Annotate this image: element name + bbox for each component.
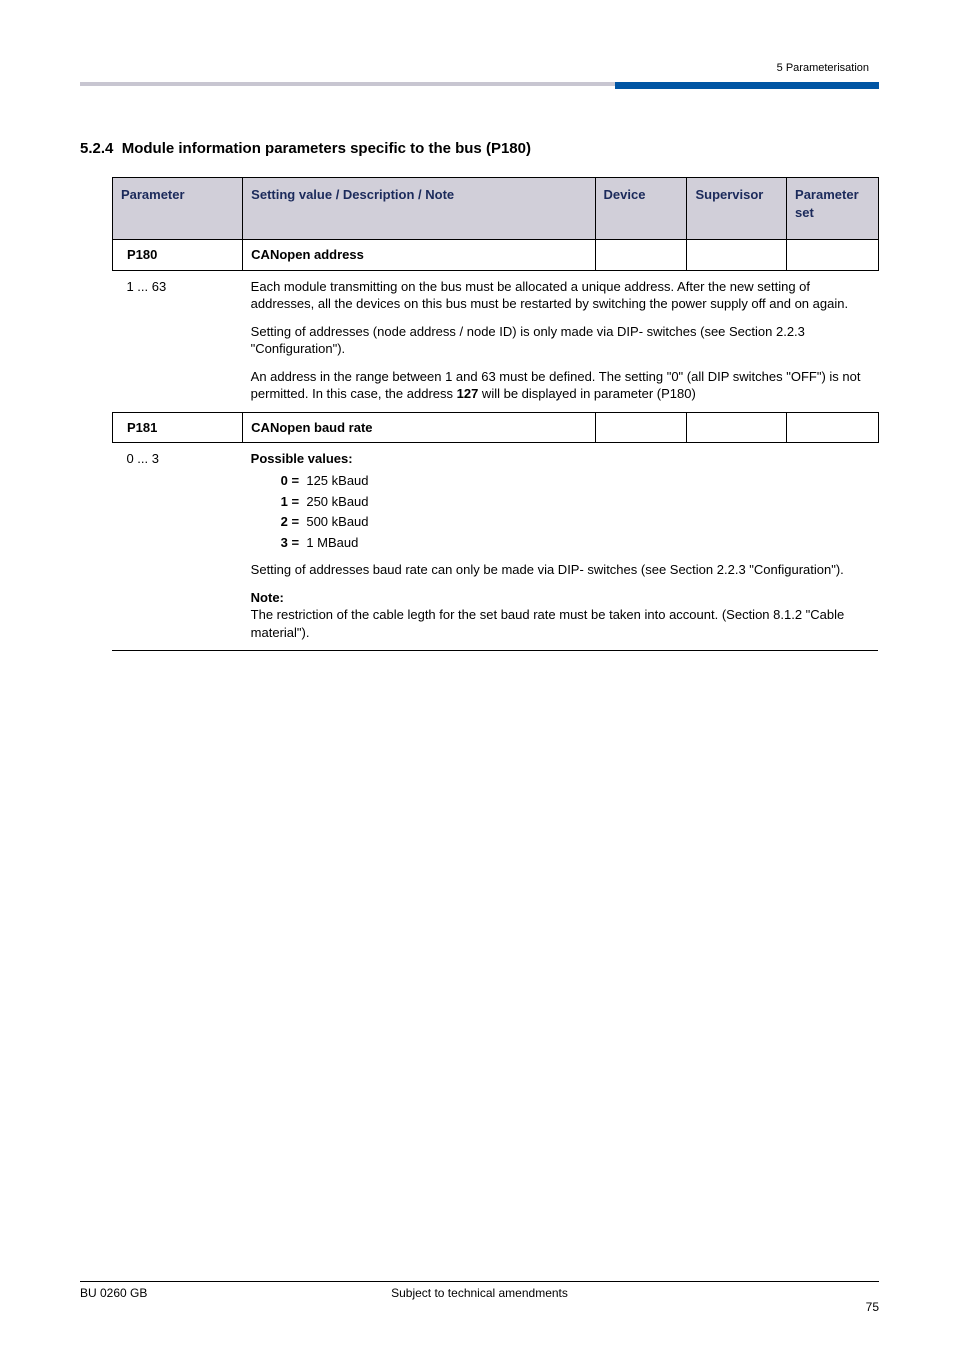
- content-area: 5.2.4 Module information parameters spec…: [80, 140, 879, 651]
- p181-val-2-key: 2 =: [281, 514, 299, 529]
- p180-para-2: An address in the range between 1 and 63…: [251, 368, 871, 403]
- col-setting: Setting value / Description / Note: [243, 178, 595, 240]
- divider-grey: [80, 82, 615, 86]
- p181-para-0: Setting of addresses baud rate can only …: [251, 561, 871, 579]
- p181-val-1-val: 250 kBaud: [306, 494, 368, 509]
- param-supervisor-p180: [687, 240, 787, 271]
- param-id-p181: P181: [112, 412, 242, 443]
- col-device: Device: [595, 178, 687, 240]
- table-header-row: Parameter Setting value / Description / …: [112, 178, 878, 240]
- header-divider: [80, 82, 879, 88]
- param-desc-p180: Each module transmitting on the bus must…: [243, 270, 879, 412]
- p181-val-1-key: 1 =: [281, 494, 299, 509]
- section-title-text: Module information parameters specific t…: [122, 140, 531, 157]
- col-supervisor: Supervisor: [687, 178, 787, 240]
- param-name-p180: CANopen address: [243, 240, 595, 271]
- section-title: 5.2.4 Module information parameters spec…: [80, 140, 879, 157]
- footer-center: Subject to technical amendments: [80, 1286, 879, 1300]
- p181-val-3: 3 = 1 MBaud: [281, 534, 871, 552]
- p181-values-title: Possible values:: [251, 450, 871, 468]
- col-parameter: Parameter: [112, 178, 242, 240]
- p181-val-2: 2 = 500 kBaud: [281, 513, 871, 531]
- footer-left: BU 0260 GB: [80, 1286, 147, 1300]
- param-range-p180: 1 ... 63: [112, 270, 242, 412]
- p181-val-0-val: 125 kBaud: [306, 473, 368, 488]
- page-footer: BU 0260 GB Subject to technical amendmen…: [80, 1281, 879, 1300]
- param-supervisor-p181: [687, 412, 787, 443]
- desc-row-p180: 1 ... 63 Each module transmitting on the…: [112, 270, 878, 412]
- param-pset-p180: [787, 240, 879, 271]
- section-number: 5.2.4: [80, 140, 113, 157]
- parameter-table: Parameter Setting value / Description / …: [112, 177, 879, 651]
- p180-para-0: Each module transmitting on the bus must…: [251, 278, 871, 313]
- param-id-p180: P180: [112, 240, 242, 271]
- param-pset-p181: [787, 412, 879, 443]
- p181-val-3-val: 1 MBaud: [306, 535, 358, 550]
- p181-note-text: The restriction of the cable legth for t…: [251, 606, 871, 641]
- p181-values-list: 0 = 125 kBaud 1 = 250 kBaud 2 = 500 kBau…: [281, 472, 871, 551]
- param-name-p181: CANopen baud rate: [243, 412, 595, 443]
- divider-blue: [615, 82, 879, 89]
- p181-val-2-val: 500 kBaud: [306, 514, 368, 529]
- header-chapter-ref: 5 Parameterisation: [777, 62, 869, 74]
- footer-right: 75: [866, 1300, 879, 1314]
- p180-para-1: Setting of addresses (node address / nod…: [251, 323, 871, 358]
- p180-para-2-post: will be displayed in parameter (P180): [478, 386, 696, 401]
- p181-val-0: 0 = 125 kBaud: [281, 472, 871, 490]
- p181-val-1: 1 = 250 kBaud: [281, 493, 871, 511]
- p181-note-label: Note:: [251, 589, 871, 607]
- desc-row-p181: 0 ... 3 Possible values: 0 = 125 kBaud 1…: [112, 443, 878, 651]
- col-pset: Parameter set: [787, 178, 879, 240]
- param-row-p181: P181 CANopen baud rate: [112, 412, 878, 443]
- param-device-p181: [595, 412, 687, 443]
- p180-para-2-bold: 127: [457, 386, 479, 401]
- param-row-p180: P180 CANopen address: [112, 240, 878, 271]
- p181-val-0-key: 0 =: [281, 473, 299, 488]
- p181-val-3-key: 3 =: [281, 535, 299, 550]
- p181-para-note: Note: The restriction of the cable legth…: [251, 589, 871, 642]
- param-device-p180: [595, 240, 687, 271]
- param-desc-p181: Possible values: 0 = 125 kBaud 1 = 250 k…: [243, 443, 879, 651]
- param-range-p181: 0 ... 3: [112, 443, 242, 651]
